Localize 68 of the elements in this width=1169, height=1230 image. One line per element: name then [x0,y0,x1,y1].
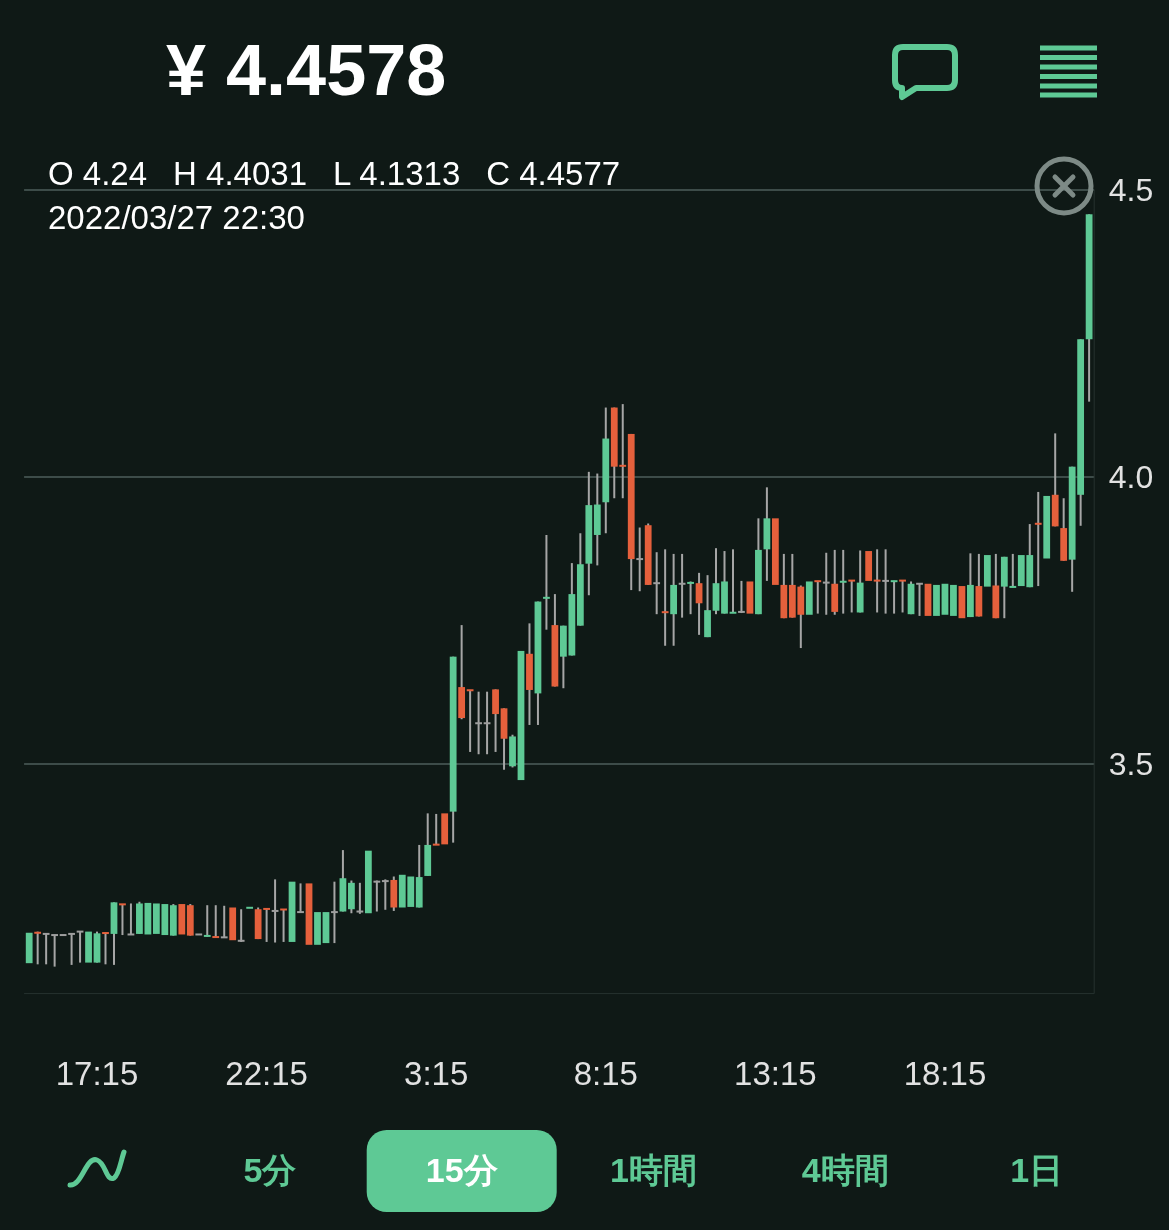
chart-title: ¥ 4.4578 [166,30,447,110]
candlestick [771,518,779,585]
candlestick [746,581,754,614]
x-tick-label: 8:15 [573,1055,638,1092]
candlestick [178,904,186,935]
candlestick [212,904,220,939]
annotation: O 4.24 [48,155,148,192]
x-tick-label: 22:15 [225,1055,308,1092]
candlestick [119,903,126,937]
candlestick [68,932,75,966]
candlestick [356,881,364,915]
candlestick [805,581,813,615]
candlestick [466,688,474,753]
candlestick [950,584,957,616]
candlestick [1034,490,1042,588]
candlestick [229,907,237,941]
candlestick [916,582,923,617]
candlestick [653,551,661,616]
x-tick-label: 18:15 [903,1055,987,1092]
candlestick [882,548,889,615]
candlestick [331,880,338,945]
candlestick [687,580,694,616]
candlestick [441,813,449,845]
candlestick [203,904,211,938]
candlestick [738,579,745,615]
candlestick [822,551,830,616]
candlestick [381,878,389,911]
candlestick [102,931,109,966]
candlestick [848,579,856,614]
candlestick [661,548,669,647]
annotation: 2022/03/27 22:30 [48,199,305,236]
text: 15分 [425,1151,498,1189]
x-tick-label: 3:15 [404,1055,469,1092]
candlestick [1043,495,1051,559]
candlestick [865,551,873,581]
candlestick [933,584,940,616]
annotation: L 4.1313 [333,155,461,192]
candlestick [814,579,822,615]
candlestick [636,526,644,593]
candlestick [373,879,381,913]
candlestick [220,904,228,939]
candlestick [983,555,991,587]
candlestick [195,933,203,936]
y-tick-label: 4.0 [1108,459,1154,496]
candlestick [85,931,92,963]
candlestick [314,912,321,945]
text: 5分 [243,1151,297,1189]
candlestick [246,906,254,909]
candlestick [839,548,847,615]
annotation: H 4.4031 [173,155,308,192]
y-tick-label: 3.5 [1108,746,1154,783]
candlestick [25,932,33,964]
x-tick-label: 13:15 [734,1055,817,1092]
candlestick [280,908,287,943]
candlestick [364,850,372,914]
y-tick-label: 4.5 [1108,172,1154,209]
candlestick [899,579,906,614]
candlestick [543,533,550,631]
text: 4時間 [801,1151,889,1189]
candlestick [34,930,42,966]
text: 1日 [1010,1151,1064,1189]
candlestick [237,908,245,943]
annotation: C 4.4577 [486,155,621,192]
x-tick-label: 17:15 [55,1055,139,1092]
candlestick [475,690,482,756]
text: 1時間 [609,1151,697,1189]
candlestick [297,882,304,914]
candlestick [432,812,440,846]
